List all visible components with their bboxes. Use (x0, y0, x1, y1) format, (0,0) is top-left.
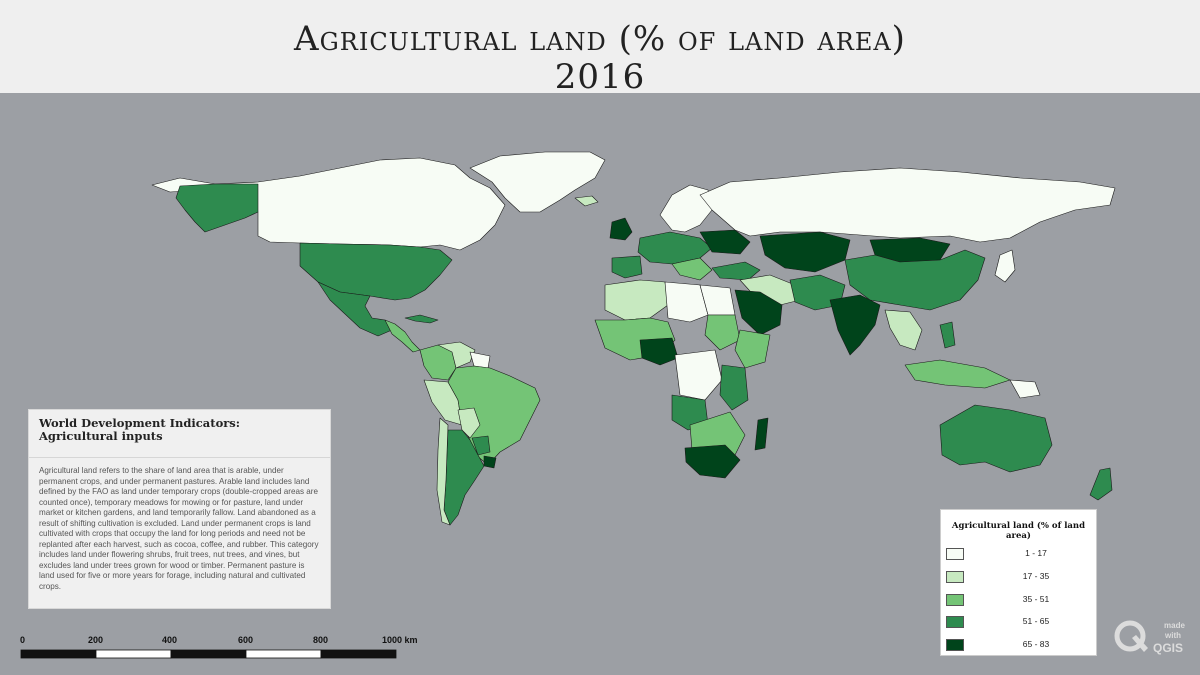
country-australia[interactable] (939, 404, 1053, 473)
legend-swatch (946, 639, 964, 651)
map-year: 2016 (554, 57, 646, 97)
country-india[interactable] (829, 294, 881, 356)
country-south-africa[interactable] (684, 444, 741, 479)
country-saudi-arabia[interactable] (734, 289, 783, 336)
country-usa-alaska[interactable] (175, 183, 259, 233)
info-box: World Development Indicators: Agricultur… (28, 409, 331, 609)
country-uk-ireland[interactable] (609, 217, 633, 241)
country-russia[interactable] (699, 167, 1116, 243)
logo-text-with: with (1164, 631, 1181, 640)
country-canada[interactable] (151, 157, 506, 251)
country-libya[interactable] (664, 281, 709, 323)
legend-label: 35 - 51 (1022, 594, 1050, 604)
country-eastern-europe[interactable] (699, 229, 751, 255)
logo-text-qgis: QGIS (1153, 641, 1183, 655)
country-uruguay[interactable] (483, 455, 497, 469)
title-bar: Agricultural land (% of land area) 2016 (0, 0, 1200, 97)
legend-swatch (946, 571, 964, 583)
country-horn-of-africa[interactable] (734, 329, 771, 369)
country-east-africa[interactable] (719, 364, 749, 411)
country-guianas[interactable] (469, 351, 491, 369)
legend-item: 1 - 17 (946, 548, 1091, 560)
legend-item: 35 - 51 (946, 594, 1091, 606)
legend-item: 65 - 83 (946, 639, 1091, 651)
country-iberia[interactable] (611, 255, 643, 279)
country-chile[interactable] (436, 417, 451, 526)
scale-segment (95, 649, 172, 659)
country-png[interactable] (1009, 379, 1041, 399)
legend-label: 17 - 35 (1022, 571, 1050, 581)
world-map[interactable] (0, 93, 1200, 675)
country-philippines[interactable] (939, 321, 956, 349)
country-madagascar[interactable] (754, 417, 769, 451)
country-indonesia[interactable] (904, 359, 1011, 389)
country-nigeria[interactable] (639, 337, 679, 366)
legend-item: 51 - 65 (946, 616, 1091, 628)
legend: Agricultural land (% of land area) 1 - 1… (940, 509, 1097, 656)
scale-label-1000: 1000 km (382, 635, 418, 645)
country-central-africa[interactable] (674, 349, 723, 401)
country-sudan[interactable] (704, 314, 741, 351)
legend-label: 51 - 65 (1022, 616, 1050, 626)
country-japan[interactable] (994, 249, 1016, 283)
country-turkey[interactable] (711, 261, 761, 281)
legend-swatch (946, 548, 964, 560)
country-central-america[interactable] (384, 319, 421, 353)
qgis-logo-tail (1132, 635, 1148, 652)
scale-segment (245, 649, 322, 659)
legend-label: 1 - 17 (1025, 548, 1047, 558)
country-southeast-asia[interactable] (884, 309, 923, 351)
legend-swatch (946, 616, 964, 628)
info-heading: World Development Indicators: Agricultur… (29, 410, 330, 458)
legend-label: 65 - 83 (1022, 639, 1050, 649)
legend-swatch (946, 594, 964, 606)
country-venezuela[interactable] (437, 341, 476, 369)
logo-text-made: made (1164, 621, 1185, 630)
scale-bar: 0 200 400 600 800 1000 km (20, 635, 418, 659)
country-new-zealand[interactable] (1089, 467, 1113, 501)
info-body: Agricultural land refers to the share of… (39, 466, 319, 591)
scale-segment (20, 649, 97, 659)
scale-segment (170, 649, 247, 659)
country-greenland[interactable] (469, 151, 606, 213)
country-north-africa[interactable] (604, 279, 669, 321)
scale-segment (320, 649, 397, 659)
map-title: Agricultural land (% of land area) (294, 19, 906, 59)
scale-label-400: 400 (162, 635, 177, 645)
scale-label-600: 600 (238, 635, 253, 645)
scale-label-0: 0 (20, 635, 25, 645)
country-usa[interactable] (299, 242, 453, 301)
scale-label-800: 800 (313, 635, 328, 645)
country-cuba[interactable] (404, 314, 439, 324)
country-kazakhstan[interactable] (759, 231, 851, 273)
country-bolivia[interactable] (457, 407, 481, 439)
country-iceland[interactable] (574, 195, 599, 207)
country-scandinavia[interactable] (659, 184, 713, 233)
qgis-logo-icon: made with QGIS (1114, 620, 1185, 655)
legend-title: Agricultural land (% of land area) (951, 521, 1086, 541)
country-balkans[interactable] (671, 257, 713, 281)
scale-label-200: 200 (88, 635, 103, 645)
qgis-logo-circle (1114, 620, 1146, 652)
country-paraguay[interactable] (471, 435, 491, 456)
legend-item: 17 - 35 (946, 571, 1091, 583)
